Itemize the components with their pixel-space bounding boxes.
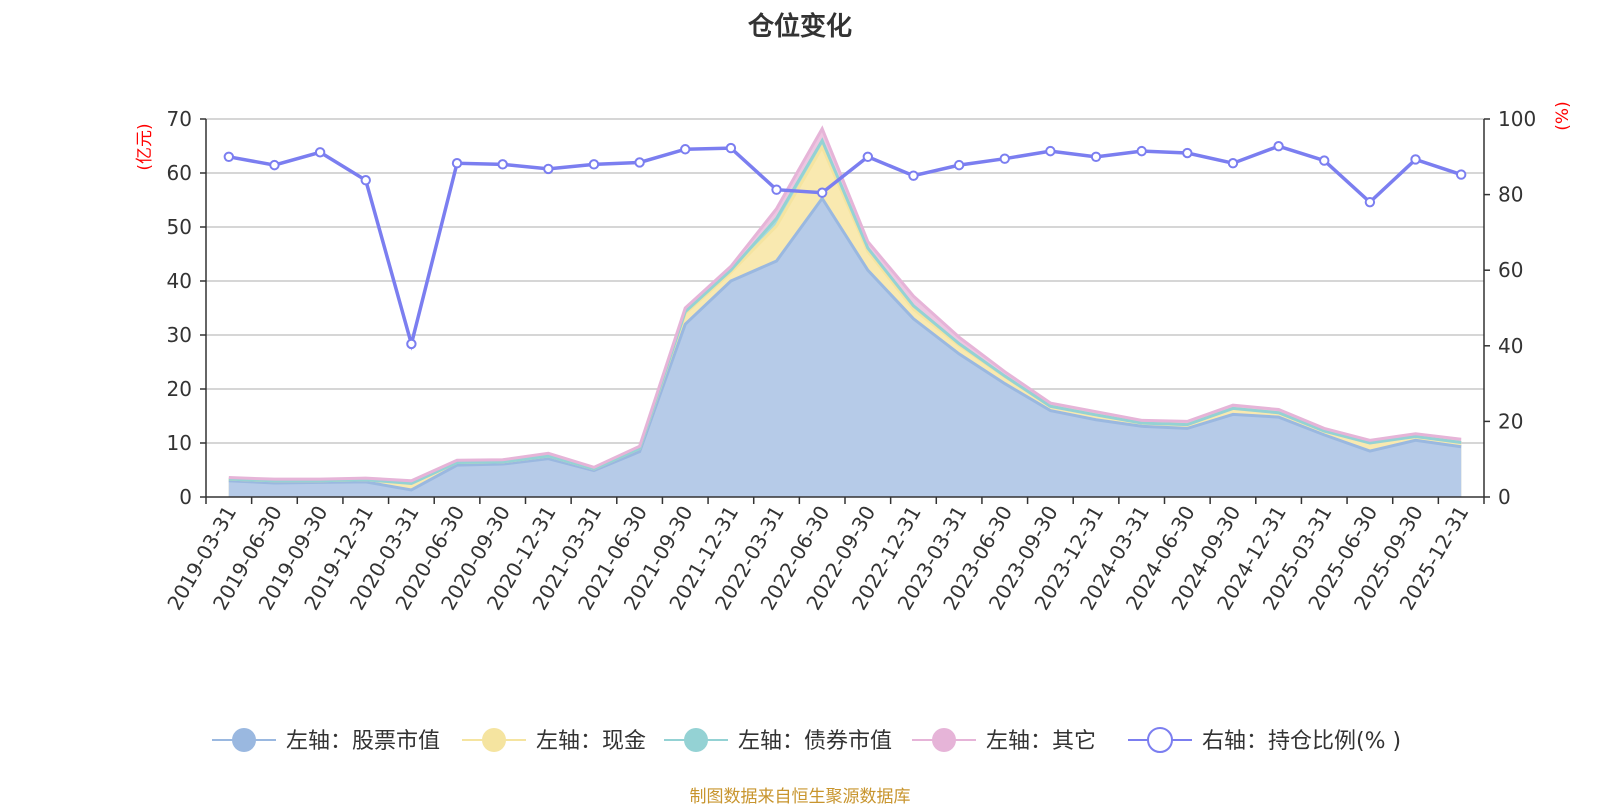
ratio-point xyxy=(725,142,737,154)
right-tick-label: 60 xyxy=(1498,258,1523,282)
legend-label: 左轴：股票市值 xyxy=(286,729,440,754)
right-tick-label: 40 xyxy=(1498,334,1523,358)
legend-marker xyxy=(482,728,506,752)
right-tick-label: 0 xyxy=(1498,485,1511,509)
ratio-point xyxy=(451,158,463,169)
legend-marker xyxy=(232,728,256,752)
ratio-point xyxy=(543,163,554,175)
ratio-point xyxy=(1182,147,1193,159)
left-tick-label: 50 xyxy=(167,215,192,239)
area-左轴：股票市值 xyxy=(228,198,1462,497)
ratio-point xyxy=(1273,141,1284,152)
right-axis-unit: (%) xyxy=(1553,101,1573,130)
right-tick-label: 20 xyxy=(1498,409,1523,433)
legend-label: 左轴：现金 xyxy=(536,729,646,754)
left-tick-label: 60 xyxy=(167,161,192,185)
ratio-point xyxy=(908,170,919,181)
left-tick-label: 40 xyxy=(167,269,192,293)
ratio-point xyxy=(1410,154,1421,165)
ratio-point xyxy=(588,159,600,170)
ratio-point xyxy=(360,175,371,186)
ratio-point xyxy=(1364,196,1376,208)
right-tick-label: 100 xyxy=(1498,107,1536,131)
legend-label: 右轴：持仓比例(% ) xyxy=(1202,729,1401,754)
ratio-point xyxy=(269,159,280,171)
left-tick-label: 20 xyxy=(167,377,192,401)
area-edge-左轴：其它 xyxy=(228,125,1462,483)
ratio-point xyxy=(1455,169,1467,180)
ratio-point xyxy=(771,184,782,195)
ratio-point xyxy=(953,159,965,171)
left-tick-label: 0 xyxy=(179,485,192,509)
legend[interactable]: 左轴：股票市值 左轴：现金 左轴：债券市值 左轴：其它 右轴：持仓比例(% ) xyxy=(212,727,1401,754)
stacked-areas xyxy=(228,125,1462,497)
ratio-point xyxy=(862,151,874,163)
legend-label: 左轴：债券市值 xyxy=(738,729,892,754)
left-tick-label: 70 xyxy=(167,107,192,131)
legend-label: 左轴：其它 xyxy=(986,729,1096,754)
right-tick-label: 80 xyxy=(1498,183,1523,207)
left-axis-unit: (亿元) xyxy=(135,123,155,170)
chart-title: 仓位变化 xyxy=(747,12,852,42)
ratio-point xyxy=(1136,145,1147,157)
ratio-point xyxy=(1045,145,1056,157)
ratio-point xyxy=(1319,155,1330,166)
legend-marker xyxy=(684,728,708,752)
ratio-point xyxy=(1090,151,1102,163)
ratio-point xyxy=(497,159,508,170)
ratio-point xyxy=(999,153,1010,164)
left-tick-label: 10 xyxy=(167,431,192,455)
legend-marker xyxy=(932,728,956,752)
ratio-point xyxy=(406,338,417,350)
ratio-point xyxy=(223,151,235,163)
ratio-point xyxy=(816,187,828,198)
ratio-point xyxy=(314,147,326,158)
ratio-point xyxy=(1227,158,1239,169)
area-edge-左轴：债券市值 xyxy=(228,137,1462,486)
ratio-line xyxy=(223,141,1467,351)
area-edge-左轴：股票市值 xyxy=(228,195,1462,492)
left-tick-label: 30 xyxy=(167,323,192,347)
source-note: 制图数据来自恒生聚源数据库 xyxy=(689,787,911,807)
ratio-point xyxy=(680,144,691,155)
ratio-point xyxy=(634,157,645,168)
legend-marker xyxy=(1147,727,1173,753)
ratio-line-path xyxy=(228,144,1462,351)
